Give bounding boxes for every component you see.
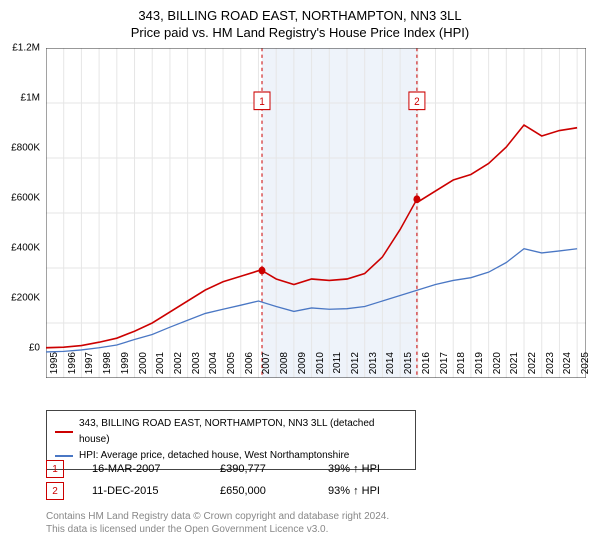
x-axis: 1995 1996 1997 1998 1999 2000 2001 2002 2003 2004… [46, 352, 586, 402]
x-tick-label: 2006 [244, 352, 255, 374]
x-tick-label: 2004 [208, 352, 219, 374]
legend-item: 343, BILLING ROAD EAST, NORTHAMPTON, NN3… [55, 416, 407, 448]
x-tick-label: 1996 [67, 352, 78, 374]
x-tick-label: 2021 [509, 352, 520, 374]
x-tick-label: 2007 [261, 352, 272, 374]
x-tick-label: 2023 [545, 352, 556, 374]
x-tick-label: 2011 [332, 352, 343, 374]
legend-label: 343, BILLING ROAD EAST, NORTHAMPTON, NN3… [79, 416, 407, 448]
x-tick-label: 2015 [403, 352, 414, 374]
x-tick-label: 2012 [350, 352, 361, 374]
x-tick-label: 2000 [138, 352, 149, 374]
chart-title-sub: Price paid vs. HM Land Registry's House … [0, 25, 600, 40]
legend-swatch [55, 455, 73, 457]
x-tick-label: 2025 [580, 352, 591, 374]
y-tick-label: £800K [11, 143, 40, 154]
x-tick-label: 2001 [155, 352, 166, 374]
x-tick-label: 2002 [173, 352, 184, 374]
sale-date: 16-MAR-2007 [92, 463, 192, 475]
x-tick-label: 2013 [368, 352, 379, 374]
attribution: Contains HM Land Registry data © Crown c… [46, 510, 389, 536]
x-tick-label: 1999 [120, 352, 131, 374]
sale-price: £650,000 [220, 485, 300, 497]
y-tick-label: £1.2M [12, 43, 40, 54]
x-tick-label: 2018 [456, 352, 467, 374]
y-tick-label: £600K [11, 193, 40, 204]
svg-text:2: 2 [414, 96, 420, 109]
y-tick-label: £200K [11, 293, 40, 304]
x-tick-label: 1997 [84, 352, 95, 374]
x-tick-label: 2014 [385, 352, 396, 374]
sale-hpi: 39% ↑ HPI [328, 463, 408, 475]
x-tick-label: 2003 [191, 352, 202, 374]
attribution-line1: Contains HM Land Registry data © Crown c… [46, 510, 389, 523]
legend-swatch [55, 431, 73, 433]
sale-date: 11-DEC-2015 [92, 485, 192, 497]
price-chart: 12 [46, 48, 586, 378]
y-tick-label: £0 [29, 343, 40, 354]
x-tick-label: 2020 [492, 352, 503, 374]
x-tick-label: 1995 [49, 352, 60, 374]
y-tick-label: £400K [11, 243, 40, 254]
sale-row: 1 16-MAR-2007 £390,777 39% ↑ HPI [46, 458, 408, 480]
sale-price: £390,777 [220, 463, 300, 475]
x-tick-label: 1998 [102, 352, 113, 374]
attribution-line2: This data is licensed under the Open Gov… [46, 523, 389, 536]
x-tick-label: 2019 [474, 352, 485, 374]
sale-hpi: 93% ↑ HPI [328, 485, 408, 497]
sale-row: 2 11-DEC-2015 £650,000 93% ↑ HPI [46, 480, 408, 502]
x-tick-label: 2008 [279, 352, 290, 374]
x-tick-label: 2016 [421, 352, 432, 374]
x-tick-label: 2009 [297, 352, 308, 374]
x-tick-label: 2010 [315, 352, 326, 374]
x-tick-label: 2022 [527, 352, 538, 374]
svg-text:1: 1 [259, 96, 265, 109]
x-tick-label: 2005 [226, 352, 237, 374]
sale-events: 1 16-MAR-2007 £390,777 39% ↑ HPI 2 11-DEC-201… [46, 458, 408, 502]
x-tick-label: 2024 [562, 352, 573, 374]
chart-title-address: 343, BILLING ROAD EAST, NORTHAMPTON, NN3… [0, 8, 600, 23]
y-axis: £0£200K£400K£600K£800K£1M£1.2M [0, 48, 44, 348]
y-tick-label: £1M [21, 93, 40, 104]
x-tick-label: 2017 [439, 352, 450, 374]
sale-badge: 1 [46, 460, 64, 478]
sale-badge: 2 [46, 482, 64, 500]
